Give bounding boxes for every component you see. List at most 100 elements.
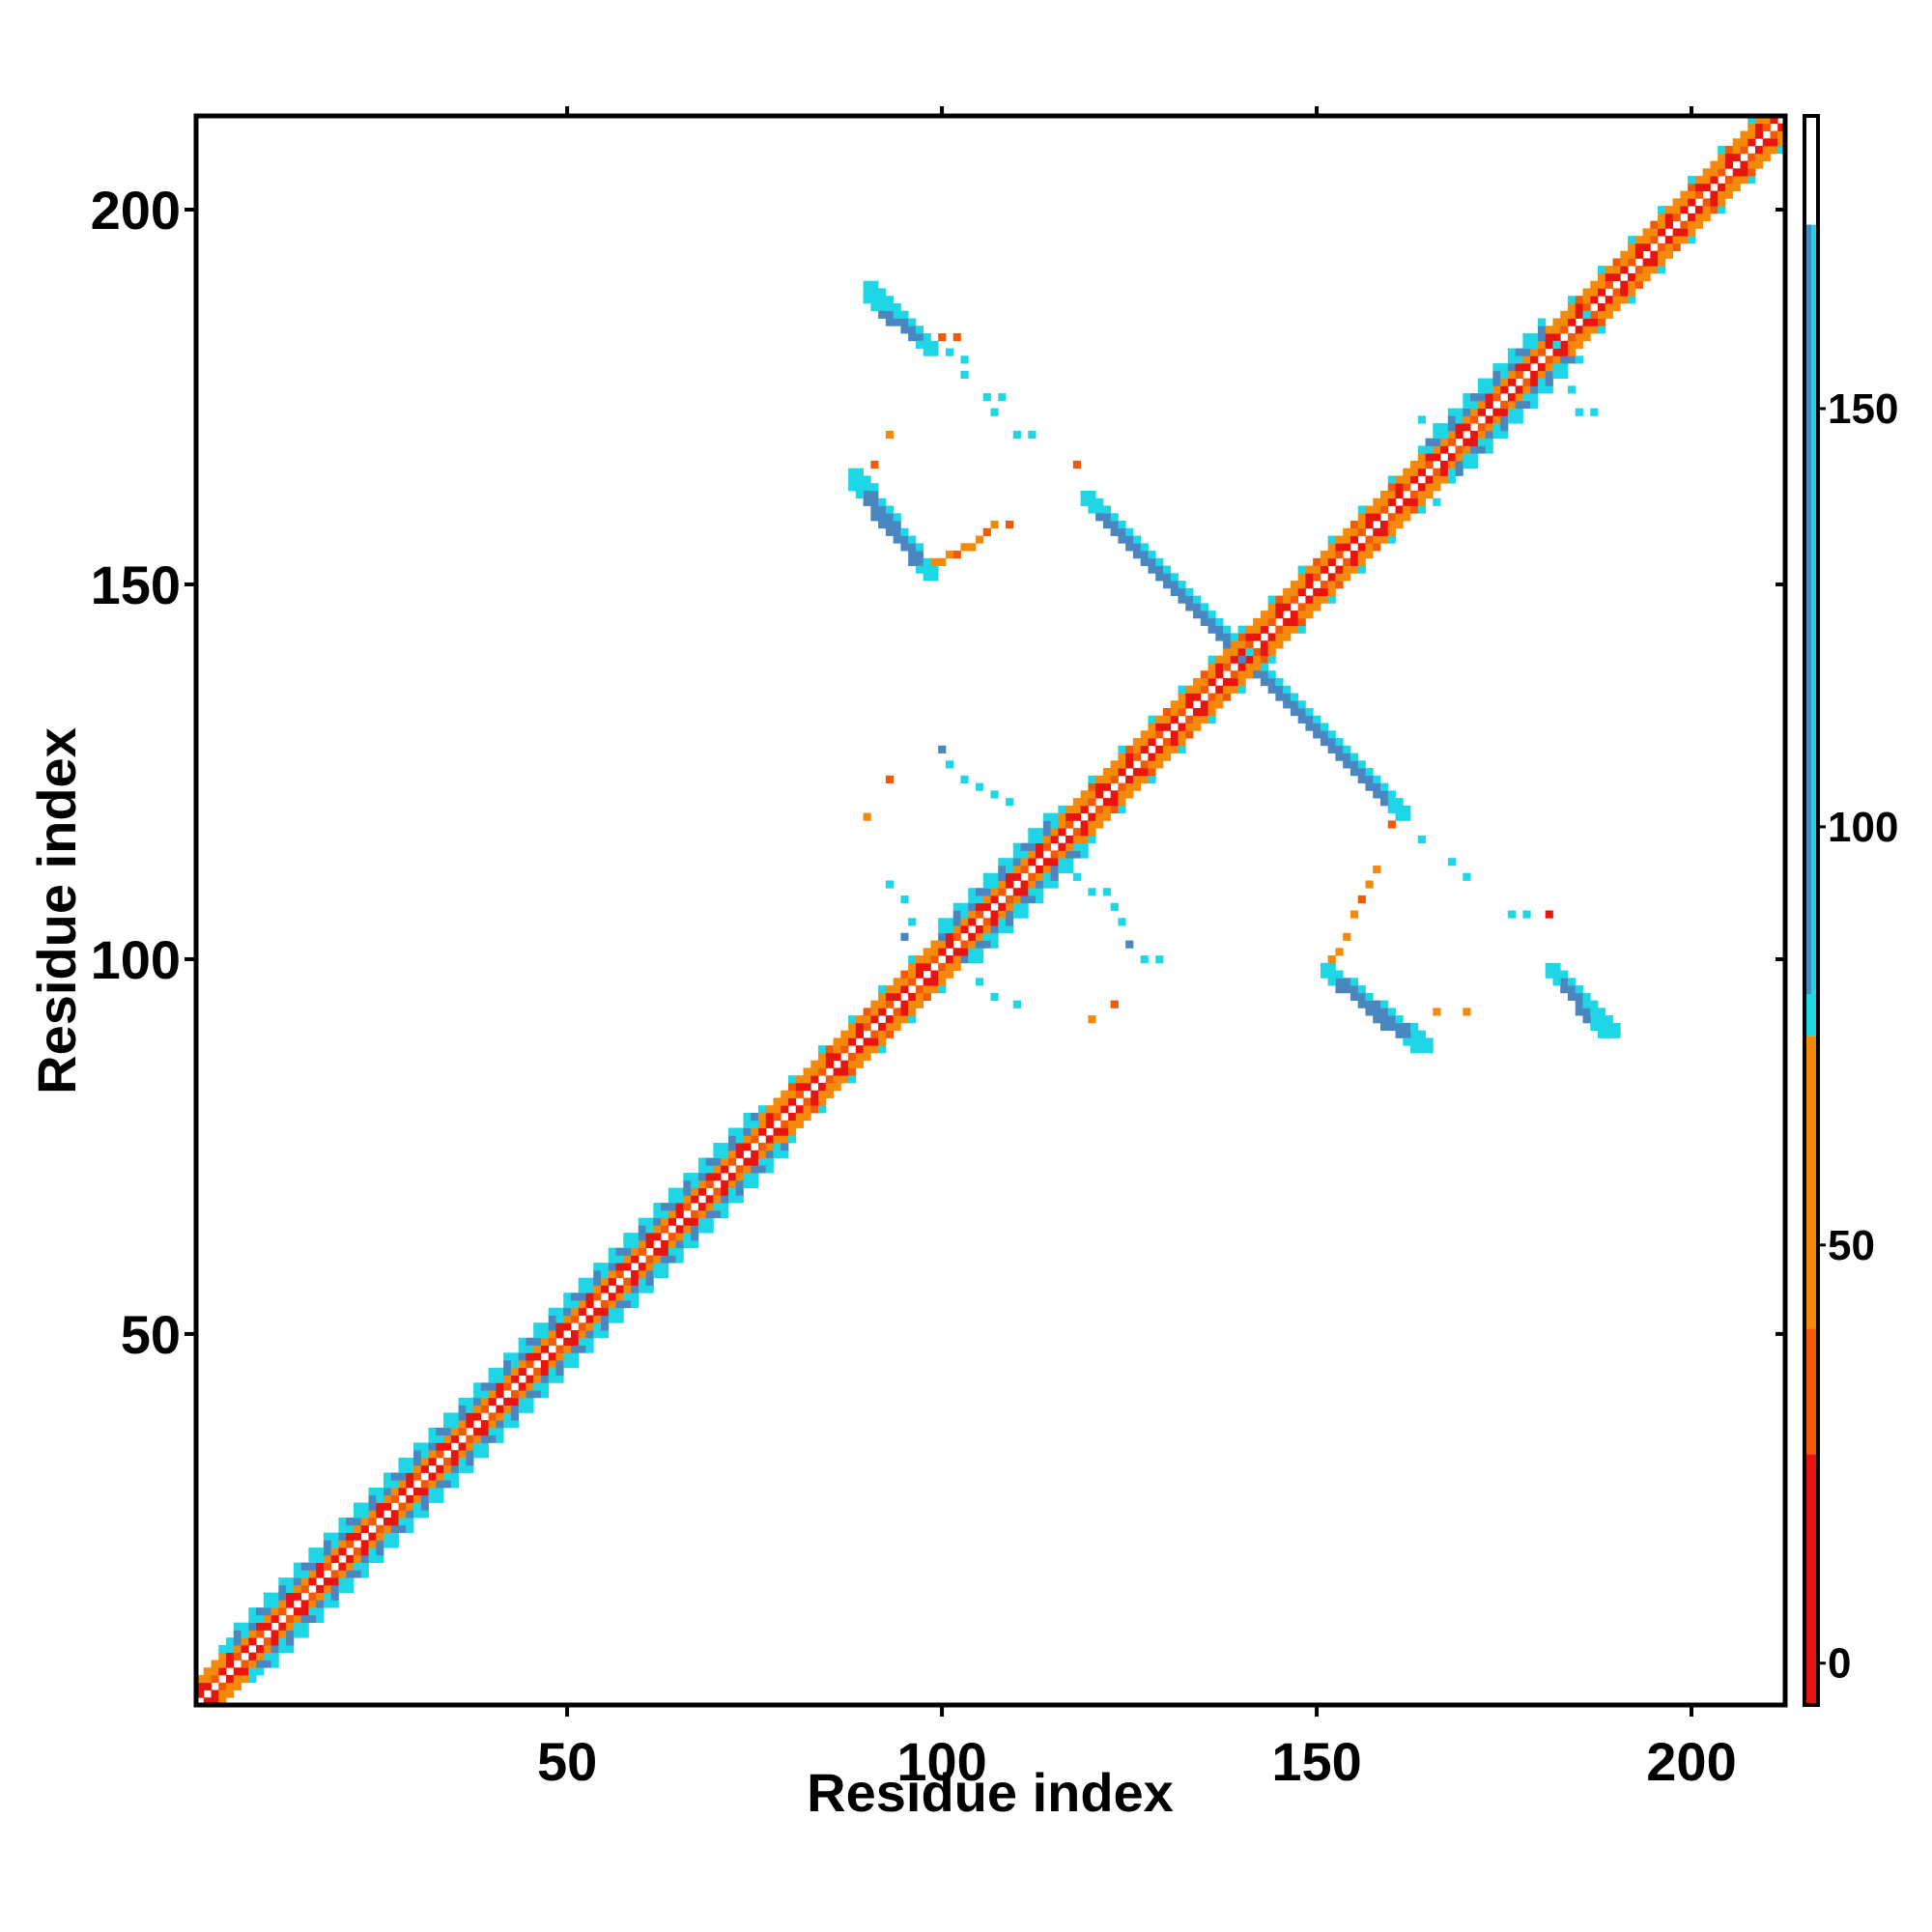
- colorbar-frame: [1803, 114, 1820, 1707]
- contact-cell: [1102, 805, 1112, 814]
- contact-cell: [316, 1584, 325, 1594]
- contact-cell: [923, 962, 931, 971]
- contact-cell: [1162, 753, 1172, 761]
- contact-cell: [496, 1375, 504, 1383]
- contact-cell: [1664, 206, 1674, 214]
- contact-cell: [1080, 828, 1089, 837]
- contact-cell: [1515, 400, 1523, 410]
- contact-cell: [1208, 625, 1216, 634]
- contact-cell: [1387, 1008, 1396, 1016]
- contact-cell: [585, 1337, 594, 1346]
- contact-cell: [376, 1524, 384, 1533]
- contact-cell: [1223, 640, 1232, 649]
- contact-cell: [1612, 1022, 1621, 1032]
- contact-cell: [1680, 236, 1689, 244]
- contact-cell: [1365, 505, 1374, 514]
- contact-cell: [1208, 715, 1216, 724]
- contact-cell: [1335, 565, 1344, 574]
- contact-cell: [1417, 483, 1426, 492]
- contact-cell: [1777, 123, 1786, 131]
- contact-cell: [1335, 543, 1344, 552]
- contact-cell: [1320, 595, 1329, 604]
- contact-cell: [1567, 310, 1577, 319]
- contact-cell: [840, 1030, 849, 1038]
- contact-cell: [286, 1600, 295, 1608]
- contact-cell: [428, 1472, 437, 1481]
- contact-cell: [1365, 880, 1374, 889]
- contact-cell: [1642, 242, 1651, 252]
- contact-cell: [1260, 640, 1268, 649]
- contact-cell: [818, 1097, 827, 1106]
- colorbar-band: [1804, 1454, 1818, 1705]
- contact-cell: [968, 918, 977, 926]
- contact-cell: [533, 1345, 542, 1353]
- contact-cell: [855, 475, 864, 484]
- contact-cell: [1365, 775, 1374, 783]
- contact-cell: [930, 573, 939, 582]
- contact-cell: [503, 1397, 512, 1406]
- contact-cell: [488, 1412, 497, 1421]
- contact-cell: [1575, 310, 1583, 319]
- contact-cell: [743, 1127, 752, 1136]
- contact-cell: [1770, 138, 1778, 147]
- contact-cell: [585, 1315, 594, 1323]
- contact-cell: [1373, 775, 1381, 783]
- contact-cell: [721, 1179, 729, 1188]
- contact-cell: [1036, 835, 1044, 844]
- contact-cell: [450, 1480, 459, 1489]
- contact-cell: [458, 1405, 467, 1413]
- contact-cell: [428, 1435, 437, 1443]
- contact-cell: [360, 1570, 369, 1578]
- contact-cell: [1507, 378, 1517, 386]
- contact-cell: [1672, 213, 1681, 222]
- contact-cell: [413, 1457, 422, 1466]
- contact-cell: [1095, 812, 1104, 821]
- contact-cell: [1012, 910, 1021, 919]
- contact-cell: [1223, 655, 1232, 664]
- contact-cell: [308, 1570, 317, 1578]
- contact-cell: [1650, 266, 1659, 274]
- contact-cell: [1140, 768, 1149, 777]
- contact-cell: [697, 1217, 707, 1226]
- contact-cell: [705, 1217, 714, 1226]
- contact-cell: [825, 1082, 834, 1092]
- contact-cell: [436, 1464, 444, 1473]
- contact-cell: [1072, 805, 1082, 814]
- contact-cell: [1545, 340, 1553, 349]
- contact-cell: [1185, 595, 1194, 604]
- contact-cell: [1747, 160, 1756, 169]
- contact-cell: [1455, 468, 1463, 476]
- contact-cell: [1012, 865, 1021, 874]
- contact-cell: [713, 1195, 722, 1204]
- contact-cell: [1634, 280, 1643, 289]
- contact-cell: [653, 1263, 662, 1271]
- contact-cell: [376, 1502, 384, 1511]
- contact-cell: [278, 1607, 287, 1616]
- contact-cell: [1485, 423, 1493, 432]
- contact-cell: [885, 1030, 895, 1038]
- contact-cell: [870, 288, 879, 297]
- contact-cell: [623, 1263, 632, 1271]
- contact-cell: [601, 1315, 610, 1323]
- contact-cell: [1275, 633, 1284, 641]
- contact-cell: [773, 1105, 781, 1114]
- contact-cell: [1425, 460, 1434, 469]
- contact-cell: [1522, 910, 1531, 919]
- contact-cell: [945, 925, 954, 934]
- contact-cell: [1020, 850, 1029, 859]
- contact-cell: [803, 1067, 811, 1076]
- contact-cell: [1230, 640, 1238, 649]
- contact-cell: [503, 1360, 512, 1369]
- contact-cell: [1357, 513, 1366, 522]
- contact-cell: [323, 1600, 332, 1608]
- contact-cell: [915, 326, 924, 334]
- contact-cell: [1343, 535, 1351, 544]
- contact-cell: [1042, 858, 1051, 867]
- contact-cell: [270, 1600, 279, 1608]
- contact-cell: [1507, 910, 1517, 919]
- contact-cell: [1357, 565, 1366, 574]
- contact-cell: [1020, 880, 1029, 889]
- contact-cell: [863, 1008, 871, 1016]
- contact-cell: [1650, 258, 1659, 267]
- contact-cell: [1327, 962, 1336, 971]
